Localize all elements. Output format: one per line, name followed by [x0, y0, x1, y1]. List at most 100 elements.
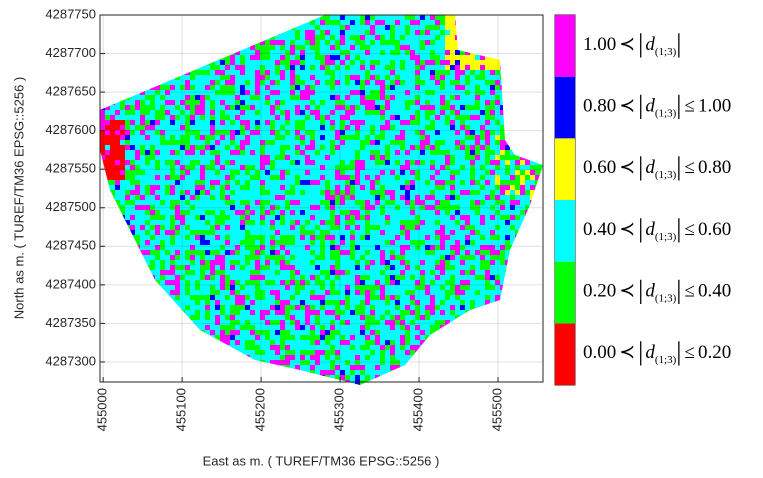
raster-cell — [305, 40, 310, 45]
raster-cell — [385, 100, 390, 105]
raster-cell — [465, 95, 470, 100]
raster-cell — [400, 245, 405, 250]
raster-cell — [225, 260, 230, 265]
raster-cell — [255, 200, 260, 205]
raster-cell — [275, 40, 280, 45]
raster-cell — [160, 250, 165, 255]
raster-cell — [175, 280, 180, 285]
raster-cell — [305, 200, 310, 205]
raster-cell — [360, 50, 365, 55]
raster-cell — [385, 265, 390, 270]
raster-cell — [445, 45, 450, 50]
raster-cell — [385, 245, 390, 250]
raster-cell — [275, 190, 280, 195]
raster-cell — [145, 155, 150, 160]
raster-cell — [190, 115, 195, 120]
raster-cell — [205, 270, 210, 275]
raster-cell — [425, 255, 430, 260]
raster-cell — [400, 40, 405, 45]
raster-cell — [195, 200, 200, 205]
raster-cell — [410, 220, 415, 225]
raster-cell — [390, 110, 395, 115]
raster-cell — [230, 260, 235, 265]
raster-cell — [430, 125, 435, 130]
raster-cell — [245, 210, 250, 215]
raster-cell — [450, 185, 455, 190]
raster-cell — [455, 200, 460, 205]
raster-cell — [440, 235, 445, 240]
raster-cell — [170, 135, 175, 140]
raster-cell — [130, 140, 135, 145]
raster-cell — [245, 105, 250, 110]
raster-cell — [445, 20, 450, 25]
raster-cell — [275, 125, 280, 130]
raster-cell — [395, 180, 400, 185]
raster-cell — [265, 135, 270, 140]
raster-cell — [210, 75, 215, 80]
raster-cell — [385, 95, 390, 100]
raster-cell — [315, 175, 320, 180]
raster-cell — [425, 125, 430, 130]
raster-cell — [280, 95, 285, 100]
raster-cell — [400, 55, 405, 60]
raster-cell — [175, 195, 180, 200]
raster-cell — [155, 160, 160, 165]
raster-cell — [400, 235, 405, 240]
raster-cell — [440, 285, 445, 290]
raster-cell — [150, 115, 155, 120]
raster-cell — [490, 120, 495, 125]
raster-cell — [470, 110, 475, 115]
raster-cell — [345, 190, 350, 195]
raster-cell — [385, 225, 390, 230]
raster-cell — [480, 185, 485, 190]
raster-cell — [455, 60, 460, 65]
raster-cell — [475, 280, 480, 285]
raster-cell — [195, 255, 200, 260]
raster-cell — [195, 235, 200, 240]
raster-cell — [320, 210, 325, 215]
raster-cell — [325, 65, 330, 70]
raster-cell — [380, 215, 385, 220]
raster-cell — [380, 225, 385, 230]
raster-cell — [265, 210, 270, 215]
raster-cell — [290, 280, 295, 285]
raster-cell — [200, 235, 205, 240]
raster-cell — [200, 135, 205, 140]
raster-cell — [490, 105, 495, 110]
raster-cell — [235, 290, 240, 295]
raster-cell — [370, 125, 375, 130]
raster-cell — [405, 70, 410, 75]
raster-cell — [460, 195, 465, 200]
raster-cell — [450, 125, 455, 130]
raster-cell — [250, 245, 255, 250]
raster-cell — [435, 270, 440, 275]
raster-cell — [115, 175, 120, 180]
raster-cell — [370, 250, 375, 255]
raster-cell — [310, 285, 315, 290]
raster-cell — [125, 190, 130, 195]
raster-cell — [500, 135, 505, 140]
raster-cell — [205, 70, 210, 75]
raster-cell — [425, 35, 430, 40]
raster-cell — [280, 195, 285, 200]
raster-cell — [345, 35, 350, 40]
raster-cell — [400, 70, 405, 75]
raster-cell — [270, 145, 275, 150]
raster-cell — [210, 250, 215, 255]
raster-cell — [475, 115, 480, 120]
raster-cell — [465, 270, 470, 275]
raster-cell — [410, 15, 415, 20]
raster-cell — [280, 150, 285, 155]
raster-cell — [240, 175, 245, 180]
raster-cell — [300, 100, 305, 105]
raster-cell — [325, 200, 330, 205]
raster-cell — [155, 145, 160, 150]
raster-cell — [405, 235, 410, 240]
raster-cell — [200, 255, 205, 260]
raster-cell — [405, 145, 410, 150]
raster-cell — [295, 175, 300, 180]
raster-cell — [335, 255, 340, 260]
raster-cell — [155, 135, 160, 140]
raster-cell — [305, 225, 310, 230]
raster-cell — [300, 80, 305, 85]
